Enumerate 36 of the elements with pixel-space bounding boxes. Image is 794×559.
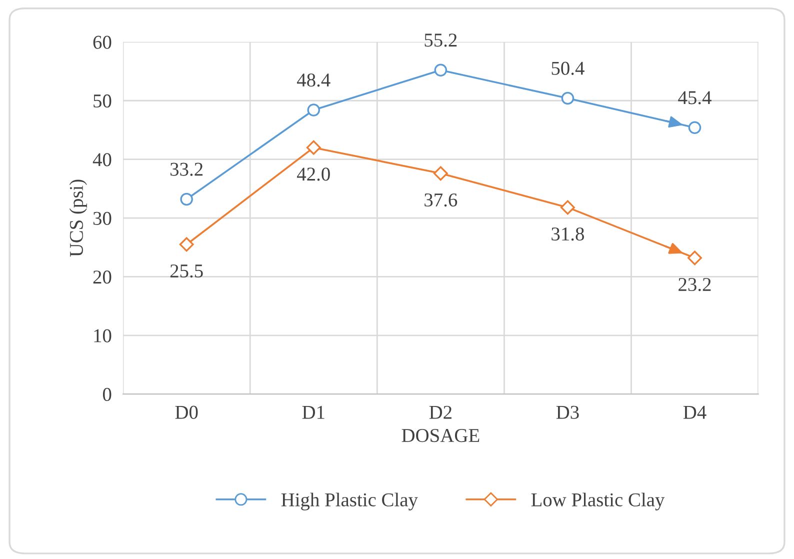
- legend-label: Low Plastic Clay: [531, 492, 665, 510]
- y-tick-label: 50: [94, 94, 112, 108]
- y-tick-label: 10: [94, 329, 112, 342]
- data-label: 55.2: [424, 34, 457, 47]
- y-axis-title: UCS (psi): [69, 180, 87, 257]
- y-tick-label: 60: [93, 36, 112, 49]
- point: [307, 104, 320, 116]
- data-label: 23.2: [678, 278, 711, 292]
- point: [433, 166, 448, 181]
- x-tick-label: D0: [175, 406, 198, 419]
- legend-label: High Plastic Clay: [281, 492, 418, 510]
- x-tick-label: D4: [683, 406, 706, 419]
- point: [180, 192, 193, 206]
- data-label: 48.4: [296, 73, 330, 87]
- point: [561, 92, 574, 105]
- x-tick-label: D3: [556, 406, 579, 419]
- data-label: 50.4: [552, 62, 584, 75]
- data-label: 42.0: [296, 168, 330, 181]
- point: [179, 237, 194, 252]
- x-tick-label: D1: [302, 406, 324, 419]
- data-label: 33.2: [170, 162, 203, 176]
- point: [560, 200, 575, 215]
- point: [434, 64, 448, 76]
- y-tick-label: 20: [93, 270, 112, 284]
- x-tick-label: D2: [429, 406, 452, 419]
- data-label: 25.5: [170, 264, 203, 278]
- y-tick-label: 40: [92, 153, 112, 166]
- point: [688, 121, 702, 134]
- data-label: 37.6: [424, 193, 458, 207]
- y-tick-label: 30: [93, 212, 112, 225]
- data-label: 45.4: [678, 91, 712, 104]
- x-axis-title: DOSAGE: [402, 429, 480, 442]
- point: [306, 140, 321, 155]
- y-tick-label: 0: [102, 388, 112, 402]
- data-label: 31.8: [552, 227, 584, 241]
- point: [688, 250, 702, 266]
